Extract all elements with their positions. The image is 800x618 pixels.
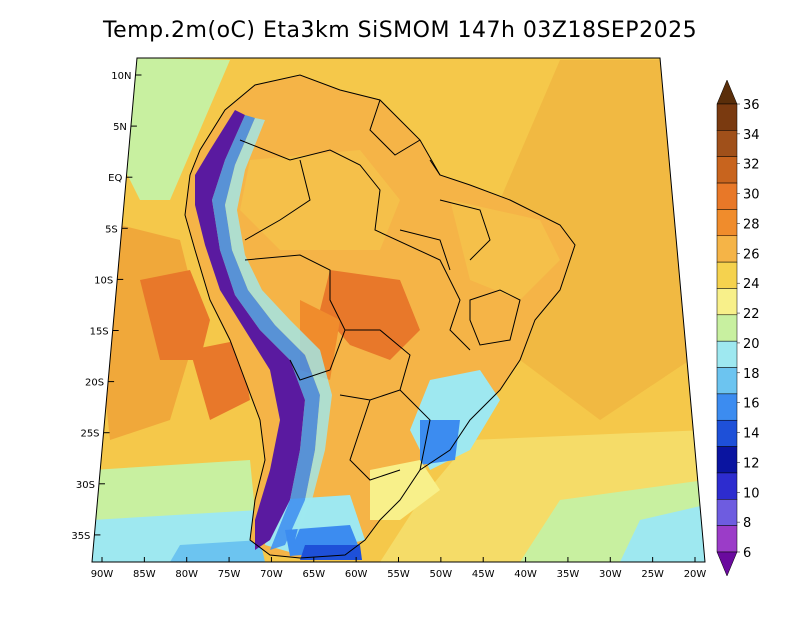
cool-south-region — [370, 460, 440, 520]
colorbar-label: 24 — [743, 277, 760, 292]
lat-tick-label: 5N — [113, 122, 127, 133]
colorbar-swatch — [716, 156, 738, 184]
andes-ridge-edge — [212, 115, 320, 550]
colorbar-label: 12 — [743, 456, 760, 471]
page-title: Temp.2m(oC) Eta3km SiSMOM 147h 03Z18SEP2… — [102, 18, 698, 43]
colorbar-label: 18 — [743, 367, 760, 382]
lat-tick-label: 25S — [80, 429, 99, 440]
hot-pacific-patch-2 — [190, 340, 250, 420]
lat-tick-label: EQ — [108, 173, 122, 184]
colorbar-label: 30 — [743, 188, 760, 203]
cold-southeast — [420, 420, 460, 465]
warm-northeast — [450, 200, 560, 300]
colder-south-atlantic — [620, 505, 705, 562]
colorbar-swatch — [716, 419, 738, 447]
colorbar-swatch — [716, 499, 738, 526]
colorbar-label: 6 — [743, 546, 751, 561]
lon-tick-label: 50W — [430, 569, 453, 580]
lat-tick-label: 30S — [76, 480, 95, 491]
colorbar-swatch — [716, 340, 738, 368]
lon-tick-label: 85W — [133, 569, 156, 580]
lon-tick-label: 40W — [514, 569, 537, 580]
colorbar-label: 16 — [743, 397, 760, 412]
lon-tick-label: 20W — [684, 569, 707, 580]
lon-tick-label: 25W — [641, 569, 664, 580]
colorbar-swatch — [716, 472, 738, 500]
lon-tick-label: 60W — [345, 569, 368, 580]
colorbar-swatch — [716, 235, 738, 263]
colorbar-swatch — [716, 182, 738, 210]
colorbar-swatch — [716, 525, 738, 553]
colorbar-swatch — [716, 103, 738, 131]
coldest-patagonia — [300, 545, 362, 560]
colorbar-label: 14 — [743, 427, 760, 442]
colorbar-swatch — [716, 261, 738, 289]
lon-tick-label: 90W — [91, 569, 114, 580]
warm-amazon — [240, 150, 400, 250]
colorbar-label: 26 — [743, 247, 760, 262]
colorbar-label: 28 — [743, 217, 760, 232]
colorbar-label: 22 — [743, 307, 760, 322]
colorbar-label: 20 — [743, 337, 760, 352]
lon-tick-label: 70W — [260, 569, 283, 580]
colorbar-swatch — [716, 209, 738, 237]
colorbar-label: 32 — [743, 158, 760, 173]
lat-tick-label: 35S — [71, 531, 90, 542]
lon-tick-label: 65W — [302, 569, 325, 580]
cold-pacific-south-band — [170, 540, 265, 562]
colorbar-label: 34 — [743, 128, 760, 143]
colorbar-label: 10 — [743, 486, 760, 501]
colorbar-swatch — [716, 288, 738, 316]
lon-tick-label: 55W — [387, 569, 410, 580]
lat-tick-label: 10S — [94, 275, 113, 286]
colorbar-top-arrow — [716, 79, 738, 105]
lon-tick-label: 45W — [472, 569, 495, 580]
longitude-axis: 90W 85W 80W 75W 70W 65W 60W 55W 50W 45W 40W 35W 30W 2… — [91, 557, 707, 580]
lon-tick-label: 75W — [218, 569, 241, 580]
colorbar: 36 34 32 30 28 26 24 22 20 18 16 14 12 10 8 6 — [716, 79, 760, 577]
colorbar-bottom-arrow — [716, 551, 738, 577]
lat-tick-label: 10N — [111, 71, 131, 82]
andes-ridge — [195, 110, 305, 550]
temperature-map — [92, 58, 705, 562]
colorbar-label: 8 — [743, 516, 751, 531]
hot-interior — [320, 270, 420, 360]
lat-tick-label: 15S — [90, 327, 109, 338]
lon-tick-label: 35W — [557, 569, 580, 580]
map-frame — [91, 57, 706, 563]
colorbar-swatch — [716, 393, 738, 421]
country-borders — [184, 74, 576, 559]
lat-tick-label: 5S — [105, 224, 118, 235]
latitude-axis: 10N 5N EQ 5S 10S 15S 20S 25S 30S 35S — [71, 71, 142, 542]
hot-pacific-patch — [140, 270, 210, 360]
colorbar-swatch — [716, 314, 738, 342]
colorbar-swatch — [716, 367, 738, 395]
colorbar-swatch — [716, 130, 738, 157]
lon-tick-label: 80W — [175, 569, 198, 580]
colorbar-swatch — [716, 446, 738, 474]
colorbar-label: 36 — [743, 98, 760, 113]
warm-atlantic-band — [500, 60, 690, 420]
lon-tick-label: 30W — [599, 569, 622, 580]
lat-tick-label: 20S — [85, 378, 104, 389]
